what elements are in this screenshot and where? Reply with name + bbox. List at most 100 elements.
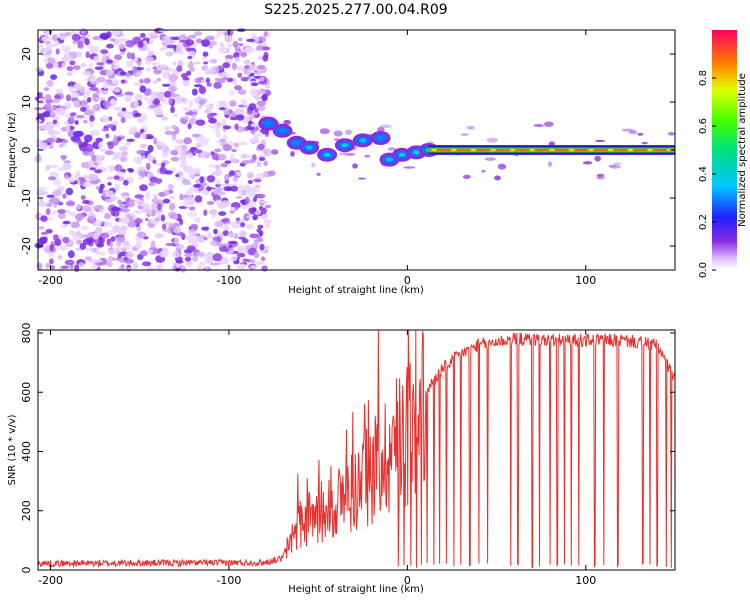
- spectrogram-noise-blob: [96, 242, 105, 248]
- spectrogram-noise-blob: [217, 154, 227, 161]
- spectrogram-noise-blob: [193, 61, 201, 65]
- spectrogram-noise-blob: [229, 158, 238, 164]
- spectrogram-noise-blob: [155, 264, 162, 271]
- spectrogram-noise-blob: [47, 79, 54, 88]
- spectrogram-noise-blob: [594, 155, 601, 162]
- spectrogram-noise-blob: [264, 222, 271, 229]
- spectrogram-noise-blob: [109, 85, 114, 92]
- snr-frame: [37, 329, 676, 571]
- spectrogram-noise-blob: [170, 88, 175, 96]
- spectrogram-noise-blob: [74, 213, 85, 221]
- spectrogram-noise-blob: [253, 196, 257, 202]
- spectrogram-noise-blob: [178, 34, 187, 42]
- spectrogram-noise-blob: [60, 265, 70, 270]
- spectrogram-noise-blob: [124, 91, 134, 96]
- spectrogram-noise-blob: [229, 100, 237, 107]
- spectrogram-noise-blob: [79, 86, 86, 94]
- spectrogram-noise-blob: [230, 256, 238, 262]
- spectrogram-noise-blob: [232, 62, 237, 70]
- spectrogram-noise-blob: [81, 225, 89, 231]
- spectrogram-noise-blob: [238, 37, 243, 42]
- spectrogram-noise-blob: [119, 51, 126, 55]
- spectrogram-noise-blob: [213, 228, 218, 235]
- spectrogram-noise-blob: [169, 195, 176, 200]
- spectrogram-noise-blob: [106, 261, 112, 267]
- spectrogram-noise-blob: [201, 39, 210, 47]
- spectrogram-noise-blob: [113, 175, 120, 180]
- spectrogram-noise-blob: [154, 217, 161, 222]
- spectrogram-noise-blob: [110, 98, 116, 106]
- spectrogram-noise-blob: [244, 65, 250, 69]
- spectrogram-x-axis: -200 -100 0 100: [38, 30, 596, 287]
- spectrogram-noise-blob: [70, 112, 77, 116]
- spectrogram-noise-blob: [202, 56, 207, 60]
- spectrogram-noise-blob: [58, 144, 64, 148]
- spectrogram-noise-blob: [152, 159, 157, 165]
- spectrogram-noise-blob: [83, 110, 94, 116]
- spectrogram-noise-blob: [253, 252, 260, 259]
- spectrogram-noise-blob: [199, 176, 205, 184]
- spectrogram-noise-blob: [104, 150, 114, 156]
- spectrogram-noise-blob: [37, 113, 48, 118]
- spectrogram-noise-blob: [175, 173, 180, 177]
- spectrogram-noise-blob: [237, 72, 243, 78]
- spectrogram-noise-blob: [214, 164, 221, 170]
- spectrogram-noise-blob: [144, 218, 149, 221]
- spectrogram-noise-blob: [205, 35, 215, 41]
- spectrogram-noise-blob: [84, 38, 90, 46]
- spectrogram-noise-blob: [89, 86, 99, 91]
- spectrogram-noise-blob: [156, 112, 164, 116]
- spectrogram-noise-blob: [215, 133, 222, 138]
- spectrogram-noise-blob: [184, 253, 194, 258]
- spectrogram-noise-blob: [48, 258, 54, 265]
- spectrogram-noise-blob: [39, 197, 44, 203]
- spectrogram-noise-blob: [52, 116, 60, 121]
- spectrogram-noise-blob: [150, 240, 156, 249]
- spectrogram-track-blob: [412, 150, 420, 155]
- snr-y-label: SNR (10 * v/v): [7, 414, 18, 485]
- spectrogram-noise-blob: [88, 173, 99, 181]
- spectrogram-noise-blob: [229, 221, 238, 226]
- spectrogram-noise-blob: [134, 217, 143, 224]
- spectrogram-noise-blob: [226, 187, 232, 192]
- y-tick-label: 200: [20, 500, 33, 521]
- spectrogram-noise-blob: [94, 219, 103, 227]
- spectrogram-noise-blob: [240, 51, 247, 58]
- spectrogram-noise-blob: [257, 105, 266, 111]
- spectrogram-noise-blob: [45, 62, 54, 69]
- spectrogram-noise-blob: [162, 71, 171, 79]
- spectrogram-noise-blob: [110, 236, 116, 242]
- spectrogram-noise-blob: [79, 177, 85, 186]
- spectrogram-noise-blob: [203, 61, 209, 65]
- spectrogram-noise-blob: [144, 56, 154, 62]
- spectrogram-noise-blob: [85, 143, 94, 152]
- spectrogram-noise-blob: [222, 230, 229, 237]
- spectrogram-noise-blob: [79, 242, 87, 250]
- spectrogram-noise-blob: [237, 246, 242, 253]
- spectrogram-noise-blob: [62, 139, 69, 144]
- snr-x-label: Height of straight line (km): [288, 584, 424, 595]
- spectrogram-noise-blob: [121, 107, 127, 112]
- x-tick-label: 0: [404, 274, 411, 287]
- spectrogram-noise-blob: [76, 203, 82, 210]
- spectrogram-noise-blob: [111, 28, 121, 37]
- spectrogram-noise-blob: [88, 62, 93, 70]
- spectrogram-noise-blob: [72, 130, 83, 138]
- spectrogram-noise-blob: [49, 164, 60, 169]
- spectrogram-noise-blob: [108, 255, 113, 263]
- spectrogram-noise-blob: [199, 140, 208, 146]
- spectrogram-noise-blob: [175, 244, 185, 250]
- spectrogram-noise-blob: [198, 99, 206, 106]
- spectrogram-noise-blob: [122, 207, 129, 213]
- spectrogram-noise-blob: [84, 256, 92, 261]
- spectrogram-noise-blob: [129, 199, 135, 203]
- spectrogram-line-spot: [529, 148, 536, 152]
- spectrogram-noise-blob: [358, 177, 366, 180]
- spectrogram-noise-blob: [257, 133, 265, 137]
- spectrogram-noise-blob: [198, 239, 204, 243]
- spectrogram-noise-blob: [154, 232, 165, 239]
- spectrogram-noise-blob: [260, 256, 266, 262]
- spectrogram-noise-blob: [173, 145, 183, 151]
- spectrogram-noise-blob: [271, 149, 279, 155]
- spectrogram-noise-blob: [192, 167, 201, 175]
